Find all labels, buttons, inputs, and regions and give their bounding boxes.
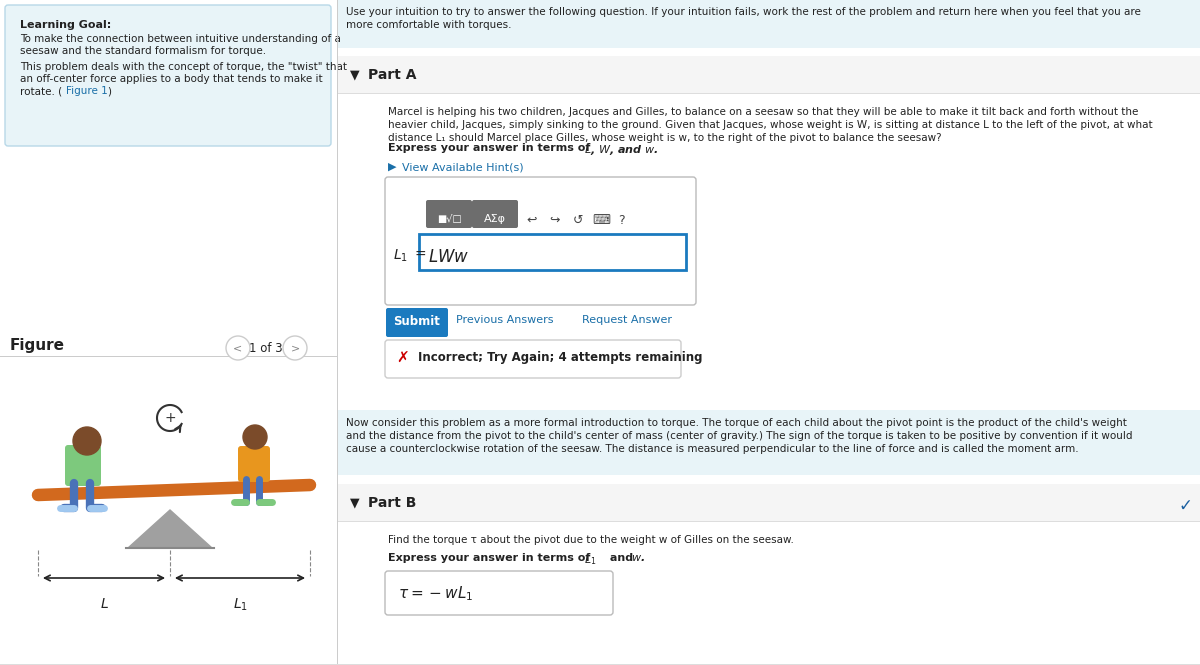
Text: Learning Goal:: Learning Goal: [20,20,112,30]
Text: more comfortable with torques.: more comfortable with torques. [346,20,511,30]
Text: Submit: Submit [394,315,440,328]
Text: ✗: ✗ [396,351,409,366]
Text: ▼: ▼ [350,496,360,509]
Bar [0,664,1200,665]
Text: +: + [164,411,176,425]
Text: ■√□: ■√□ [437,214,461,224]
Text: Incorrect; Try Again; 4 attempts remaining: Incorrect; Try Again; 4 attempts remaini… [418,351,702,364]
Text: Express your answer in terms of: Express your answer in terms of [388,553,594,563]
Bar [338,484,1200,522]
Text: Previous Answers: Previous Answers [456,315,553,325]
Circle shape [283,336,307,360]
Bar [338,0,1200,48]
FancyBboxPatch shape [385,177,696,305]
Text: Use your intuition to try to answer the following question. If your intuition fa: Use your intuition to try to answer the … [346,7,1141,17]
Text: and: and [606,553,637,563]
Text: Request Answer: Request Answer [582,315,672,325]
FancyBboxPatch shape [386,308,448,337]
Bar [338,521,1200,522]
Text: ▼: ▼ [350,68,360,81]
Text: ΑΣφ: ΑΣφ [484,214,506,224]
FancyBboxPatch shape [426,200,472,228]
Bar [0,356,338,357]
Text: $w$.: $w$. [631,553,644,563]
FancyBboxPatch shape [65,445,101,486]
Text: This problem deals with the concept of torque, the "twist" that: This problem deals with the concept of t… [20,62,347,72]
Text: seesaw and the standard formalism for torque.: seesaw and the standard formalism for to… [20,46,266,56]
Text: ✓: ✓ [1178,497,1192,515]
Bar [338,56,1200,94]
Text: <: < [233,343,242,353]
Text: $L$: $L$ [100,597,108,611]
Text: ↩: ↩ [527,214,538,227]
FancyBboxPatch shape [385,340,682,378]
Text: $L$, $W$, and $w$.: $L$, $W$, and $w$. [584,143,659,157]
Circle shape [73,427,101,455]
Text: ): ) [107,86,112,96]
Text: Now consider this problem as a more formal introduction to torque. The torque of: Now consider this problem as a more form… [346,418,1127,428]
FancyBboxPatch shape [238,446,270,482]
Text: $L_1$: $L_1$ [233,597,247,613]
Text: ↺: ↺ [572,214,583,227]
Polygon shape [128,510,212,548]
Text: To make the connection between intuitive understanding of a: To make the connection between intuitive… [20,34,341,44]
Text: distance L₁ should Marcel place Gilles, whose weight is w, to the right of the p: distance L₁ should Marcel place Gilles, … [388,133,942,143]
FancyBboxPatch shape [419,234,686,270]
Text: Find the torque τ about the pivot due to the weight w of Gilles on the seesaw.: Find the torque τ about the pivot due to… [388,535,794,545]
Text: Figure: Figure [10,338,65,353]
Text: rotate. (: rotate. ( [20,86,62,96]
Text: ↪: ↪ [550,214,560,227]
FancyBboxPatch shape [5,5,331,146]
Text: an off-center force applies to a body that tends to make it: an off-center force applies to a body th… [20,74,323,84]
Text: cause a counterclockwise rotation of the seesaw. The distance is measured perpen: cause a counterclockwise rotation of the… [346,444,1079,454]
Text: =: = [414,248,426,262]
Text: $L_1$: $L_1$ [394,248,408,265]
Text: Part A: Part A [368,68,416,82]
Text: Figure 1: Figure 1 [66,86,108,96]
Text: >: > [290,343,300,353]
FancyBboxPatch shape [385,571,613,615]
Text: and the distance from the pivot to the child's center of mass (center of gravity: and the distance from the pivot to the c… [346,431,1133,441]
Circle shape [242,425,266,449]
FancyBboxPatch shape [472,200,518,228]
Text: Marcel is helping his two children, Jacques and Gilles, to balance on a seesaw s: Marcel is helping his two children, Jacq… [388,107,1139,117]
Text: View Available Hint(s): View Available Hint(s) [402,162,523,172]
Text: ▶: ▶ [388,162,396,172]
Text: Part B: Part B [368,496,416,510]
Text: ⌨: ⌨ [592,214,610,227]
Bar [338,93,1200,94]
Bar [338,410,1200,475]
Text: ?: ? [618,214,624,227]
Text: $L_1$: $L_1$ [584,553,596,567]
Text: heavier child, Jacques, simply sinking to the ground. Given that Jacques, whose : heavier child, Jacques, simply sinking t… [388,120,1153,130]
Text: $LWw$: $LWw$ [428,248,469,266]
Circle shape [226,336,250,360]
Text: $\tau = -wL_1$: $\tau = -wL_1$ [398,584,473,602]
Text: Express your answer in terms of: Express your answer in terms of [388,143,594,153]
Text: 1 of 3: 1 of 3 [250,342,283,354]
